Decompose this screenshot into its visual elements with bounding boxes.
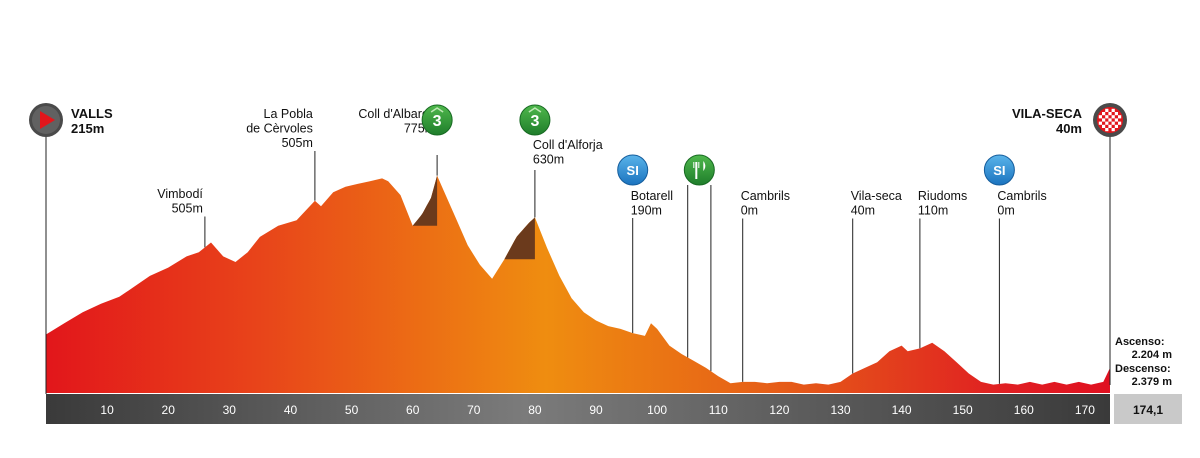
intermediate-sprint-icon: SI (983, 154, 1015, 186)
ascent-label: Ascenso: (1115, 336, 1165, 348)
point-label-vimbodi: 505m (172, 202, 203, 216)
ascent-value: 2.204 m (1132, 349, 1173, 361)
point-label-la-pobla: 505m (282, 136, 313, 150)
axis-tick-label: 140 (892, 403, 912, 417)
axis-tick-label: 160 (1014, 403, 1034, 417)
axis-tick-label: 50 (345, 403, 359, 417)
point-label-riudoms: Riudoms (918, 189, 967, 203)
finish-checkered-icon (1093, 103, 1127, 137)
point-label-cambrils-2: 0m (997, 204, 1014, 218)
sprint-badge-text: SI (993, 163, 1005, 178)
climb-segments (412, 175, 535, 260)
axis-tick-label: 100 (647, 403, 667, 417)
climb-category-number: 3 (433, 113, 442, 130)
axis-tick-label: 10 (100, 403, 114, 417)
finish-elevation: 40m (1056, 121, 1082, 136)
finish-name: VILA-SECA (1012, 106, 1083, 121)
axis-tick-label: 80 (528, 403, 542, 417)
axis-tick-label: 130 (830, 403, 850, 417)
axis-tick-label: 120 (769, 403, 789, 417)
axis-tick-label: 170 (1075, 403, 1095, 417)
point-label-coll-albarca: Coll d'Albarca (358, 107, 435, 121)
point-label-coll-alforja: 630m (533, 153, 564, 167)
distance-axis-bar (46, 394, 1110, 424)
point-label-coll-alforja: Coll d'Alforja (533, 138, 603, 152)
axis-tick-label: 150 (953, 403, 973, 417)
point-badges: 3 3 SI SI (421, 104, 1015, 186)
intermediate-sprint-icon: SI (617, 154, 649, 186)
point-label-vila-seca-pass: 40m (851, 204, 875, 218)
distance-axis-ticks: 10 20 30 40 50 60 70 80 90 100 110 120 130 140 150 160 1… (100, 403, 1095, 417)
axis-tick-label: 110 (709, 403, 728, 417)
climb-category-number: 3 (530, 113, 539, 130)
sprint-badge-text: SI (627, 163, 639, 178)
point-label-cambrils-2: Cambrils (997, 189, 1046, 203)
point-label-botarell: Botarell (631, 189, 673, 203)
start-play-icon (29, 103, 63, 137)
point-label-cambrils-1: Cambrils (741, 189, 790, 203)
elevation-profile-area (46, 175, 1110, 393)
axis-tick-label: 40 (284, 403, 298, 417)
axis-tick-label: 70 (467, 403, 481, 417)
point-label-botarell: 190m (631, 204, 662, 218)
elevation-stats: Ascenso: 2.204 m Descenso: 2.379 m (1115, 336, 1172, 388)
point-label-vimbodi: Vimbodí (157, 187, 203, 201)
axis-tick-label: 30 (223, 403, 237, 417)
marker-lines (204, 151, 1000, 384)
climb-segment-2 (504, 217, 535, 260)
feed-zone-icon (683, 154, 715, 186)
point-label-riudoms: 110m (918, 204, 948, 218)
start-marker: VALLS 215m (29, 103, 113, 394)
total-distance-box (1114, 394, 1182, 424)
point-label-vila-seca-pass: Vila-seca (851, 189, 902, 203)
finish-marker: VILA-SECA 40m (1012, 103, 1127, 385)
descent-value: 2.379 m (1132, 376, 1173, 388)
point-label-la-pobla: de Cèrvoles (246, 122, 313, 136)
axis-tick-label: 60 (406, 403, 420, 417)
total-distance-label: 174,1 (1133, 403, 1163, 417)
start-name: VALLS (71, 106, 113, 121)
descent-label: Descenso: (1115, 363, 1171, 375)
start-elevation: 215m (71, 121, 104, 136)
category-3-climb-icon: 3 (519, 104, 551, 136)
point-label-cambrils-1: 0m (741, 204, 758, 218)
climb-segment-1 (412, 175, 438, 226)
axis-tick-label: 90 (589, 403, 603, 417)
point-label-la-pobla: La Pobla (264, 107, 313, 121)
axis-tick-label: 20 (162, 403, 176, 417)
category-3-climb-icon: 3 (421, 104, 453, 136)
